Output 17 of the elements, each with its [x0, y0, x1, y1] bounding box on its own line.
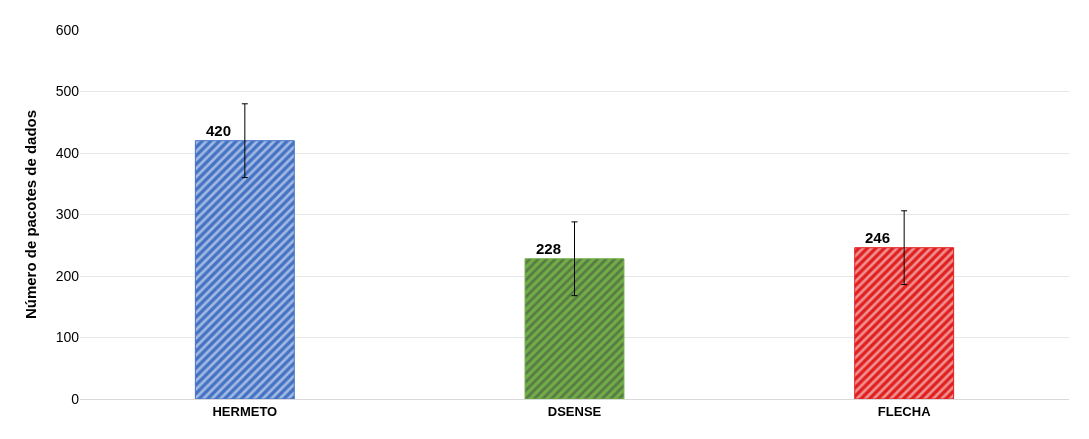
data-label: 420 — [206, 122, 232, 139]
y-tick-label: 300 — [55, 206, 80, 223]
data-label: 228 — [536, 240, 562, 257]
data-label: 246 — [865, 229, 891, 246]
y-tick-label: 100 — [55, 329, 80, 346]
bar — [194, 140, 295, 399]
x-tick-label: DSENSE — [547, 403, 602, 419]
x-tick-label: HERMETO — [212, 403, 278, 419]
x-tick-label: FLECHA — [877, 403, 932, 419]
y-axis-title: Número de pacotes de dados — [21, 109, 39, 320]
y-tick-label: 0 — [71, 390, 80, 407]
y-tick-label: 400 — [55, 144, 80, 161]
y-tick-label: 600 — [55, 21, 80, 38]
y-tick-label: 500 — [55, 83, 80, 100]
y-tick-label: 200 — [55, 267, 80, 284]
bar — [524, 258, 625, 399]
bar — [854, 247, 955, 399]
